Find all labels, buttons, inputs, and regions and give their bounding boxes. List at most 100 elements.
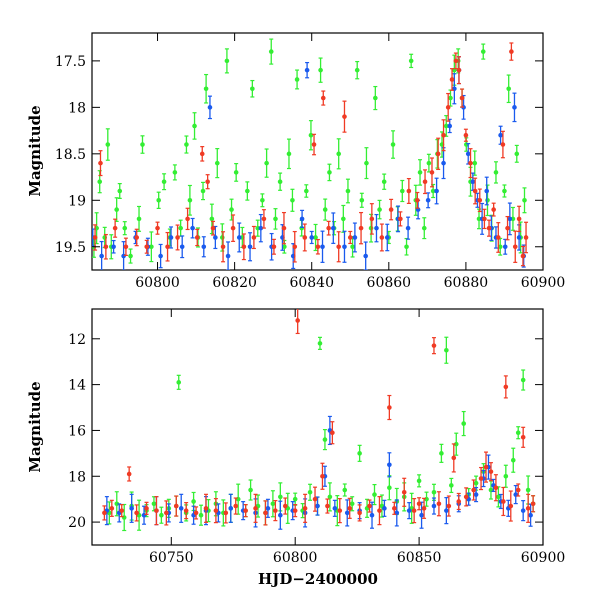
bottom-data-point <box>471 487 476 493</box>
bottom-y-tick-label: 16 <box>68 423 86 439</box>
bottom-data-point <box>528 512 533 518</box>
bottom-data-point <box>456 499 462 504</box>
bottom-data-point <box>421 506 427 511</box>
top-y-tick-label: 17.5 <box>55 54 86 70</box>
bottom-data-point <box>109 506 115 511</box>
top-data-point <box>384 235 390 240</box>
bottom-series-0 <box>107 336 536 532</box>
top-data-point <box>522 197 527 203</box>
top-data-point <box>187 197 193 203</box>
bottom-data-point <box>463 494 469 500</box>
top-x-tick-label: 60840 <box>289 275 334 291</box>
top-data-point <box>498 132 503 138</box>
bottom-data-point <box>320 473 325 479</box>
top-data-point <box>472 160 478 166</box>
bottom-data-point <box>520 377 526 383</box>
top-data-point <box>144 244 150 250</box>
top-data-point <box>381 179 387 185</box>
top-data-point <box>225 253 231 259</box>
top-data-point <box>358 225 364 231</box>
top-data-point <box>507 216 513 222</box>
top-data-point <box>443 123 449 129</box>
top-data-point <box>320 244 325 250</box>
top-data-point <box>123 244 129 250</box>
top-data-point <box>299 216 305 222</box>
top-data-point <box>320 95 326 101</box>
bottom-data-point <box>439 451 444 456</box>
top-data-point <box>245 188 250 194</box>
top-data-point <box>140 142 145 147</box>
top-data-point <box>352 235 358 240</box>
top-data-point <box>512 244 518 250</box>
top-data-point <box>405 225 411 231</box>
bottom-series-2 <box>102 309 536 526</box>
top-data-point <box>364 160 369 166</box>
bottom-data-layer <box>102 309 536 532</box>
bottom-y-tick-label: 14 <box>68 378 86 394</box>
bottom-data-point <box>515 430 521 436</box>
bottom-data-point <box>278 512 283 518</box>
top-data-point <box>421 225 427 231</box>
bottom-data-point <box>129 506 134 511</box>
top-data-point <box>112 225 118 231</box>
bottom-data-point <box>431 490 437 495</box>
top-x-tick-label: 60820 <box>212 275 257 291</box>
bottom-x-axis-title: HJD−2400000 <box>258 570 378 588</box>
bottom-data-point <box>282 503 288 509</box>
bottom-data-point <box>525 487 531 493</box>
top-data-point <box>128 253 133 259</box>
top-data-point <box>250 86 255 92</box>
top-data-point <box>315 244 321 250</box>
top-series-0 <box>92 38 527 264</box>
bottom-data-point <box>496 494 501 500</box>
top-data-point <box>516 235 522 240</box>
top-data-point <box>185 216 190 222</box>
top-data-point <box>523 235 529 240</box>
bottom-axes-ticks: 60750 60800 60850 60900 12 14 16 18 20 <box>68 309 565 566</box>
top-data-point <box>516 216 522 222</box>
top-data-point <box>326 225 331 231</box>
top-data-point <box>213 235 218 240</box>
top-data-point <box>415 197 420 203</box>
top-data-point <box>434 188 439 194</box>
bottom-data-point <box>248 487 253 493</box>
top-data-point <box>260 197 265 203</box>
bottom-data-point <box>473 480 479 486</box>
top-data-point <box>327 170 332 175</box>
bottom-data-point <box>176 380 182 385</box>
top-data-point <box>485 197 490 203</box>
top-data-point <box>155 225 160 231</box>
bottom-data-point <box>325 503 330 509</box>
bottom-data-point <box>387 485 392 491</box>
top-data-point <box>345 188 351 194</box>
top-data-point <box>509 49 514 54</box>
bottom-data-point <box>302 506 308 511</box>
bottom-data-point <box>273 508 278 513</box>
bottom-data-point <box>263 510 268 516</box>
top-data-point <box>470 179 476 185</box>
top-data-point <box>214 160 220 166</box>
bottom-data-point <box>392 506 397 511</box>
top-data-point <box>122 225 128 231</box>
top-data-point <box>292 244 298 250</box>
bottom-data-point <box>191 499 196 504</box>
bottom-data-point <box>406 508 412 513</box>
bottom-data-point <box>342 487 348 493</box>
top-data-point <box>209 216 215 222</box>
top-data-point <box>111 244 116 250</box>
top-data-point <box>175 235 180 240</box>
top-data-point <box>379 235 385 240</box>
top-data-point <box>505 225 510 231</box>
bottom-data-point <box>401 490 407 495</box>
top-y-tick-label: 19 <box>68 193 86 209</box>
bottom-series-1 <box>104 415 533 530</box>
bottom-data-point <box>344 510 350 516</box>
bottom-data-point <box>198 512 204 518</box>
top-data-point <box>172 170 178 175</box>
top-data-point <box>294 77 300 82</box>
top-data-point <box>277 179 283 185</box>
bottom-data-point <box>525 506 531 511</box>
bottom-data-point <box>357 451 362 456</box>
top-data-point <box>377 207 382 212</box>
bottom-data-point <box>503 384 509 390</box>
